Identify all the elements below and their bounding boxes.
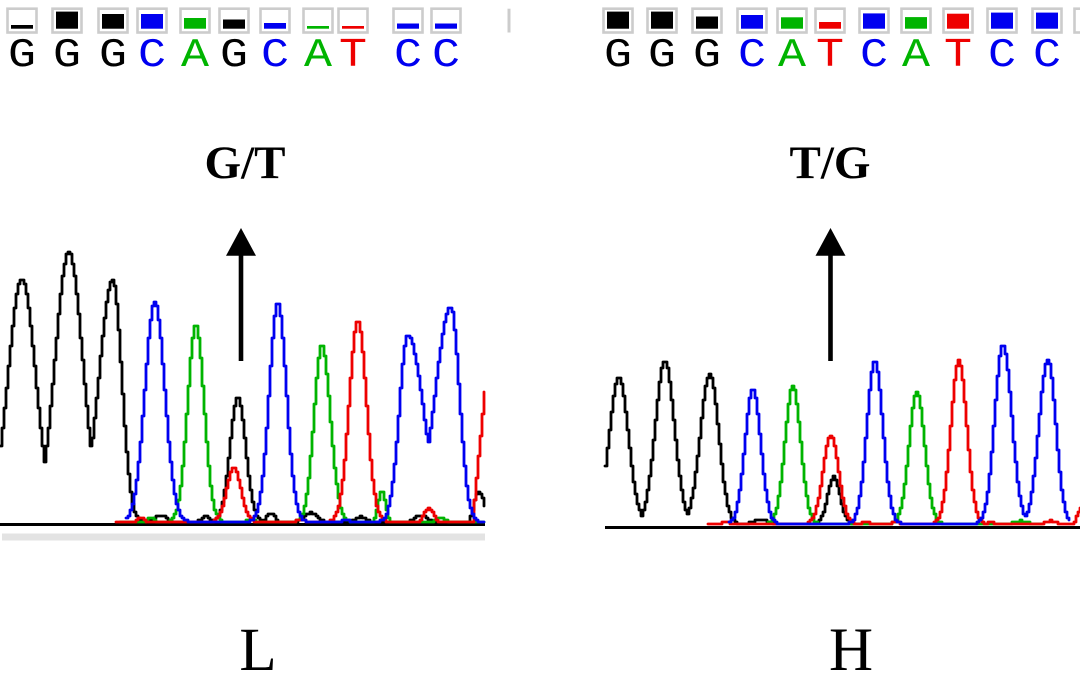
svg-text:C: C [738, 33, 766, 79]
svg-text:L: L [239, 617, 276, 672]
svg-text:C: C [1033, 33, 1061, 79]
svg-text:C: C [988, 33, 1016, 79]
svg-text:C: C [261, 33, 289, 79]
svg-text:H: H [829, 617, 873, 672]
svg-text:G: G [648, 33, 676, 79]
svg-text:G: G [8, 33, 36, 79]
svg-text:C: C [860, 33, 888, 79]
svg-text:C: C [138, 33, 166, 79]
svg-text:G: G [99, 33, 127, 79]
svg-text:A: A [181, 33, 209, 79]
svg-text:G: G [604, 33, 632, 79]
svg-text:A: A [778, 33, 806, 79]
svg-text:G: G [693, 33, 721, 79]
svg-text:G/T: G/T [205, 137, 286, 189]
svg-text:G: G [220, 33, 248, 79]
svg-text:A: A [902, 33, 930, 79]
svg-text:T: T [816, 33, 844, 79]
svg-text:A: A [304, 33, 332, 79]
svg-text:C: C [394, 33, 422, 79]
svg-text:T/G: T/G [790, 137, 871, 189]
svg-text:G: G [53, 33, 81, 79]
svg-text:T: T [339, 33, 367, 79]
svg-text:C: C [432, 33, 460, 79]
svg-text:T: T [944, 33, 972, 79]
